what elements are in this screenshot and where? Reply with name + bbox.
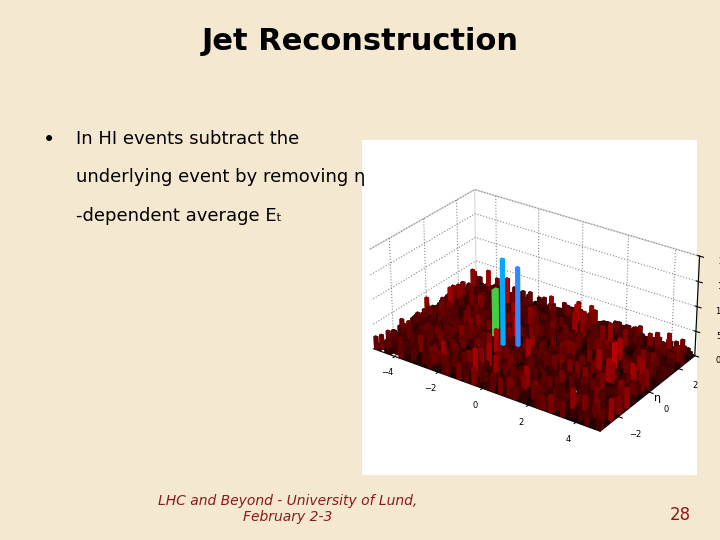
Text: LHC and Beyond - University of Lund,
February 2-3: LHC and Beyond - University of Lund, Feb… [158,494,418,524]
Text: underlying event by removing η: underlying event by removing η [76,168,365,186]
Text: -dependent average Eₜ: -dependent average Eₜ [76,207,282,225]
Text: In HI events subtract the: In HI events subtract the [76,130,299,147]
Text: •: • [43,130,55,150]
Text: 28: 28 [670,506,691,524]
Text: Jet Reconstruction: Jet Reconstruction [202,27,518,56]
